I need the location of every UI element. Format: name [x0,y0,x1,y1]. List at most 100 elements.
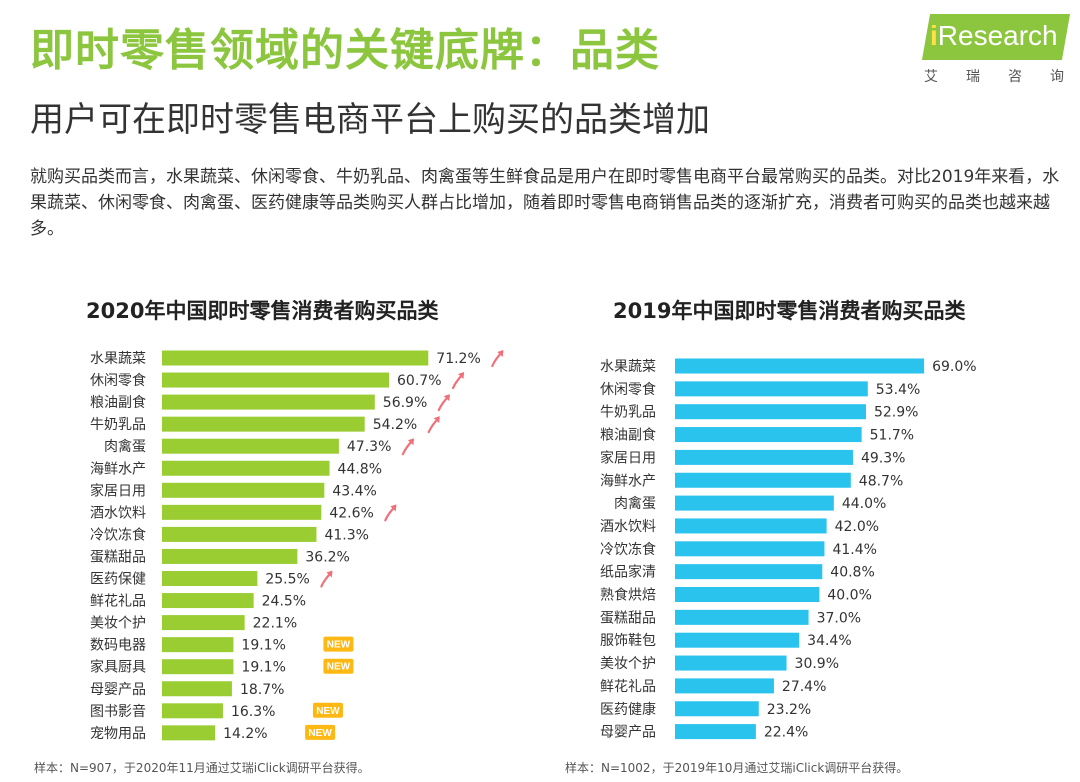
trend-up-icon [427,416,440,434]
bar [675,449,853,465]
bar [162,659,234,675]
value-label: 25.5% [265,572,309,588]
category-label: 海鲜水产 [90,461,146,477]
value-label: 22.4% [764,725,808,741]
value-label: 41.3% [324,527,368,543]
trend-up-icon [384,504,397,522]
bar [675,541,825,557]
value-label: 41.4% [832,542,876,558]
new-badge-bg [323,658,354,674]
value-label: 27.4% [782,679,826,695]
category-label: 母婴产品 [600,725,656,741]
value-label: 24.5% [262,594,306,610]
new-badge-label: NEW [327,640,351,651]
category-label: 母婴产品 [90,682,146,698]
chart-title-2019: 2019年中国即时零售消费者购买品类 [613,299,966,323]
category-label: 图书影音 [90,703,146,720]
value-label: 47.3% [347,439,391,455]
value-label: 23.2% [767,702,811,718]
bar [675,701,759,717]
bar [162,725,216,741]
value-label: 18.7% [240,682,284,698]
value-label: 71.2% [436,351,480,367]
category-label: 酒水饮料 [600,519,656,535]
logo-word-rest: Research [937,20,1058,51]
category-label: 休闲零食 [600,381,656,398]
category-label: 牛奶乳品 [90,417,146,433]
new-badge-label: NEW [316,706,340,717]
value-label: 42.6% [329,505,373,521]
logo-wordmark: iResearch [930,20,1058,52]
logo-sub-char: 询 [1050,69,1064,85]
category-label: 家居日用 [600,449,656,466]
bar [675,587,820,602]
bar [675,358,925,374]
value-label: 36.2% [305,549,349,565]
logo-word-prefix: i [930,20,938,51]
bar [162,593,254,609]
category-label: 水果蔬菜 [90,351,146,367]
category-label: 家居日用 [90,482,146,499]
category-label: 蛋糕甜品 [90,549,146,565]
value-label: 19.1% [241,638,285,654]
bar [162,637,234,653]
trend-arrow-head [390,504,397,512]
value-label: 48.7% [859,473,903,489]
new-badge-bg [323,636,354,652]
category-label: 休闲零食 [90,372,146,389]
bar [675,724,756,740]
category-label: 酒水饮料 [90,505,146,521]
value-label: 54.2% [373,417,417,433]
trend-up-icon [320,570,333,588]
value-label: 49.3% [861,450,905,466]
value-label: 40.0% [827,588,871,604]
category-label: 鲜花礼品 [600,679,656,695]
value-label: 51.7% [870,428,914,444]
bar [162,615,245,631]
bar [675,518,827,534]
bar [162,548,298,564]
bar [675,678,774,694]
value-label: 43.4% [332,483,376,499]
value-label: 40.8% [830,565,874,581]
category-label: 医药健康 [600,701,656,718]
trend-arrow-head [433,416,440,424]
bar [162,394,375,410]
value-label: 42.0% [835,519,879,535]
category-label: 肉禽蛋 [614,495,656,512]
bar [162,482,325,498]
logo-sub-char: 艾 [924,69,938,85]
page-title: 即时零售领域的关键底牌：品类 [30,25,660,76]
category-label: 服饰鞋包 [600,633,656,649]
category-label: 美妆个护 [600,656,656,672]
bar [162,416,365,432]
new-badge-bg [312,702,343,718]
new-badge: NEW [323,658,354,674]
value-label: 14.2% [223,726,267,742]
bar [162,681,232,697]
category-label: 冷饮冻食 [600,541,656,558]
trend-arrow-head [407,438,414,446]
category-label: 医药保健 [90,572,146,588]
category-label: 美妆个护 [90,616,146,632]
value-label: 60.7% [397,373,441,389]
value-label: 30.9% [795,656,839,672]
new-badge-label: NEW [327,662,351,673]
value-label: 53.4% [876,382,920,398]
bar [675,564,823,580]
trend-up-icon [491,350,504,368]
category-label: 粮油副食 [90,394,146,411]
category-label: 纸品家清 [600,564,656,581]
trend-arrow-head [497,350,504,357]
bar [675,427,862,443]
value-label: 22.1% [253,616,297,632]
bar [162,438,339,454]
category-label: 家具厨具 [90,659,146,676]
category-label: 蛋糕甜品 [600,610,656,626]
logo-sub-char: 咨 [1008,69,1022,85]
value-label: 19.1% [241,660,285,676]
category-label: 水果蔬菜 [600,359,656,375]
trend-arrow-head [458,372,465,380]
bar [162,350,429,366]
value-label: 56.9% [383,395,427,411]
